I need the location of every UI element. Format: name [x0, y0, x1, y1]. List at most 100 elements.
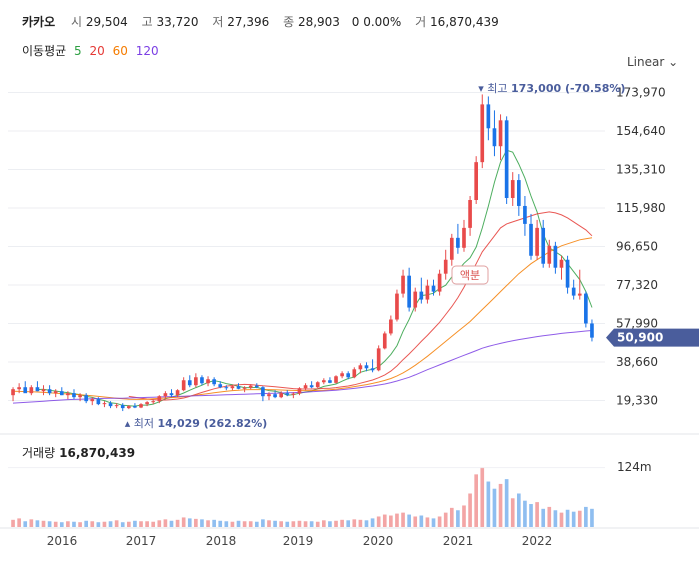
ma-legend-title: 이동평균	[22, 44, 67, 58]
volume-bar	[261, 519, 265, 527]
volume-bar	[437, 516, 442, 527]
volume-bar	[23, 521, 28, 527]
volume-bar	[248, 521, 253, 527]
candle-body	[480, 104, 485, 163]
candle-body	[584, 293, 588, 324]
y-tick-label: 96,650	[616, 240, 658, 254]
candle-body	[53, 391, 58, 394]
ma-line-120	[12, 330, 593, 404]
candle-body	[102, 403, 107, 405]
candle-body	[41, 389, 46, 392]
candle-body	[200, 377, 204, 384]
candle-body	[273, 394, 277, 398]
volume-bar	[559, 512, 564, 527]
y-tick-label: 57,990	[616, 317, 658, 331]
candle-body	[553, 245, 558, 268]
volume-bar	[358, 519, 363, 527]
volume-bar	[181, 517, 186, 527]
candle-body	[590, 323, 594, 338]
volume-bar	[517, 493, 521, 527]
volume-bar	[322, 520, 326, 527]
volume-bar	[206, 520, 210, 527]
candle-body	[66, 393, 70, 396]
candle-body	[96, 399, 101, 405]
volume-label: 거	[415, 15, 427, 29]
candle-body	[261, 387, 265, 397]
volume-bar	[59, 522, 64, 527]
current-price-tag	[606, 328, 699, 347]
candle-body	[517, 180, 521, 206]
candle-body	[504, 120, 509, 199]
volume-bar	[340, 519, 344, 527]
candle-body	[358, 365, 363, 370]
volume-bar	[413, 516, 418, 527]
candle-body	[157, 396, 162, 402]
high-value: 33,720	[156, 15, 199, 29]
volume-bar	[230, 521, 235, 527]
volume-bar	[389, 515, 393, 527]
candle-body	[139, 404, 143, 408]
volume-bar	[163, 519, 168, 527]
volume-bar	[200, 519, 204, 527]
volume-bar	[29, 519, 34, 527]
y-tick-label: 135,310	[616, 163, 666, 177]
candle-body	[340, 373, 344, 377]
volume-bar	[523, 500, 527, 527]
y-tick-label: 38,660	[616, 355, 658, 369]
candle-body	[510, 180, 515, 199]
volume-bar	[498, 483, 503, 527]
price-header: 카카오 시 29,504 고 33,720 저 27,396 종 28,903 …	[22, 13, 507, 30]
candle-body	[291, 393, 296, 395]
volume-bar	[486, 481, 491, 527]
volume-bar	[431, 518, 436, 527]
volume-bar	[364, 520, 369, 527]
volume-bar	[224, 521, 229, 527]
volume-bar	[590, 508, 594, 527]
volume-bar	[139, 521, 143, 527]
candle-body	[559, 259, 564, 268]
volume-bar	[90, 521, 95, 527]
volume-bar	[35, 520, 40, 527]
volume-bar	[297, 520, 302, 527]
x-tick-label: 2018	[206, 534, 237, 548]
candle-body	[108, 403, 113, 407]
x-tick-label: 2022	[522, 534, 553, 548]
volume-bar	[425, 517, 430, 527]
ma-60-label: 60	[112, 44, 128, 58]
scale-dropdown[interactable]: Linear ⌄	[627, 55, 678, 69]
candle-body	[389, 319, 393, 334]
volume-bar	[480, 467, 485, 527]
candle-body	[212, 379, 216, 385]
volume-bar	[279, 521, 283, 527]
volume-bar	[78, 522, 82, 527]
candle-body	[206, 379, 210, 384]
volume-bar	[267, 520, 271, 527]
volume-bar	[47, 521, 52, 527]
candle-body	[547, 245, 552, 264]
volume-bar	[133, 520, 137, 527]
candle-body	[29, 387, 34, 394]
candle-body	[175, 390, 180, 396]
candle-body	[236, 386, 241, 389]
volume-bar	[443, 512, 448, 527]
x-tick-label: 2017	[126, 534, 157, 548]
volume-tick-label: 124m	[617, 460, 652, 474]
volume-bar	[102, 521, 107, 527]
candle-body	[376, 348, 381, 371]
candle-body	[78, 395, 82, 398]
close-label: 종	[283, 15, 295, 29]
candle-body	[303, 385, 308, 389]
candle-body	[425, 285, 430, 300]
volume-bar	[382, 514, 387, 527]
volume-bar	[468, 493, 472, 527]
close-value: 28,903	[297, 15, 340, 29]
volume-bar	[376, 516, 381, 527]
candle-body	[401, 275, 405, 294]
x-tick-label: 2020	[363, 534, 394, 548]
y-tick-label: 154,640	[616, 124, 666, 138]
x-tick-label: 2021	[443, 534, 474, 548]
volume-bar	[401, 512, 405, 527]
candle-body	[169, 393, 174, 396]
candle-body	[285, 393, 290, 395]
